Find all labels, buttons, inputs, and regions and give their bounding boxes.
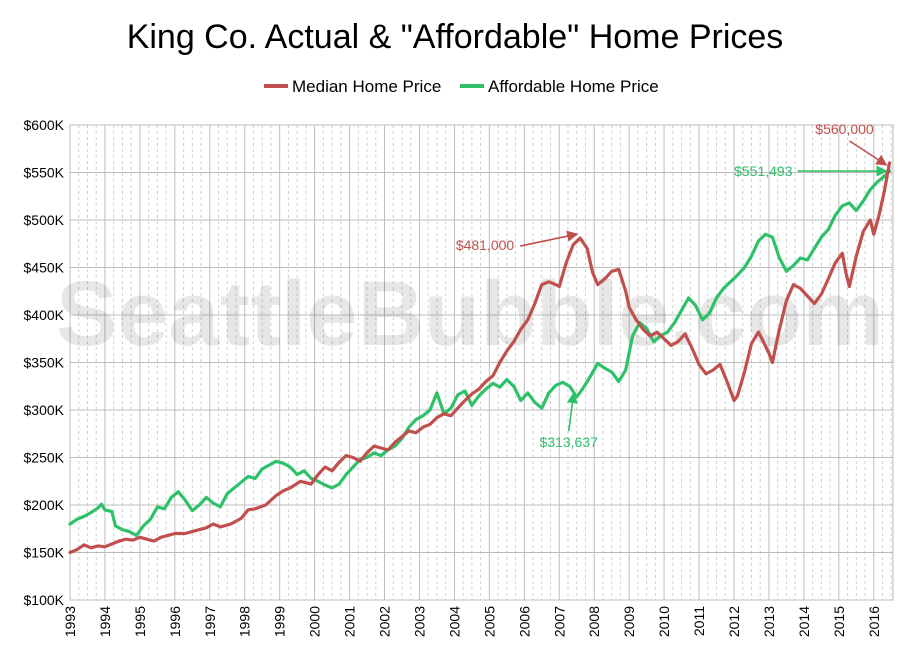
- x-tick-label: 1999: [272, 606, 288, 637]
- annotation-median-2007-peak-arrow: [520, 230, 579, 247]
- annotation-median-2007-peak: $481,000: [456, 237, 515, 253]
- x-tick-label: 2007: [551, 606, 567, 637]
- y-tick-label: $450K: [24, 260, 65, 276]
- median-price-line: [68, 161, 892, 555]
- y-tick-label: $300K: [24, 402, 65, 418]
- x-tick-label: 2006: [516, 606, 532, 637]
- annotation-affordable-2007: $313,637: [540, 434, 599, 450]
- x-tick-label: 2002: [377, 606, 393, 637]
- x-tick-label: 1997: [202, 606, 218, 637]
- affordable-price-line: [68, 169, 892, 537]
- x-tick-label: 2014: [796, 606, 812, 637]
- legend-label-median: Median Home Price: [292, 77, 441, 96]
- x-tick-label: 1993: [62, 606, 78, 637]
- y-tick-label: $100K: [24, 592, 65, 608]
- x-tick-label: 2010: [656, 606, 672, 637]
- x-tick-label: 2001: [342, 606, 358, 637]
- series-lines: [68, 161, 892, 555]
- x-tick-label: 2016: [866, 606, 882, 637]
- x-tick-label: 1998: [237, 606, 253, 637]
- x-tick-label: 2011: [691, 606, 707, 636]
- y-tick-label: $200K: [24, 497, 65, 513]
- x-tick-label: 2004: [446, 606, 462, 637]
- y-tick-label: $250K: [24, 450, 65, 466]
- annotation-affordable-2007-arrow: [566, 391, 578, 432]
- axes: $100K $150K $200K $250K $300K $350K $400K $450K…: [24, 117, 882, 637]
- x-tick-label: 2009: [621, 606, 637, 637]
- x-tick-label: 2005: [481, 606, 497, 637]
- x-tick-label: 1994: [97, 606, 113, 637]
- y-tick-label: $550K: [24, 165, 65, 181]
- x-tick-label: 1995: [132, 606, 148, 637]
- x-tick-label: 2013: [761, 606, 777, 637]
- legend: Median Home Price Affordable Home Price: [264, 77, 659, 96]
- watermark: SeattleBubble.com: [56, 263, 884, 365]
- x-tick-label: 2000: [307, 606, 323, 637]
- annotation-median-latest: $560,000: [815, 121, 874, 137]
- x-tick-label: 2008: [586, 606, 602, 637]
- y-tick-label: $150K: [24, 545, 65, 561]
- x-tick-label: 1996: [167, 606, 183, 637]
- annotation-affordable-latest: $551,493: [734, 163, 793, 179]
- legend-label-affordable: Affordable Home Price: [488, 77, 659, 96]
- y-tick-label: $350K: [24, 355, 65, 371]
- y-tick-label: $600K: [24, 117, 65, 133]
- x-tick-label: 2003: [411, 606, 427, 637]
- x-tick-label: 2012: [726, 606, 742, 637]
- chart-title: King Co. Actual & "Affordable" Home Pric…: [127, 18, 784, 56]
- x-tick-label: 2015: [831, 606, 847, 637]
- y-tick-label: $500K: [24, 212, 65, 228]
- annotations: $560,000 $551,493 $481,000 $313,637: [456, 121, 888, 450]
- gridlines: [69, 124, 894, 601]
- annotation-median-latest-arrow: [849, 140, 888, 166]
- y-tick-label: $400K: [24, 307, 65, 323]
